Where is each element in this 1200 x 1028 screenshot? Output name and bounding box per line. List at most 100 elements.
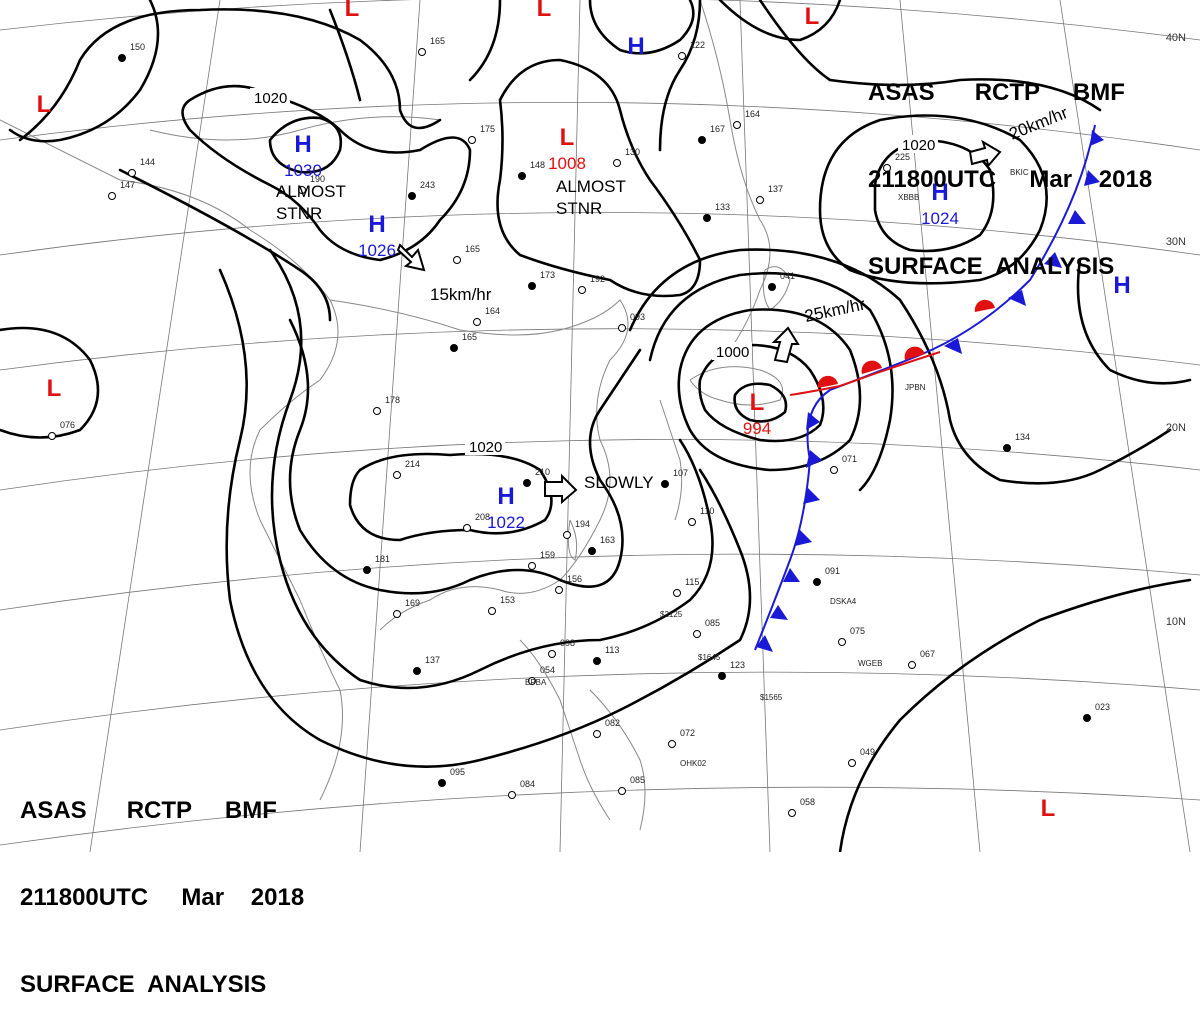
isobar-labels: 1020 1020 1020 1000 [250,88,938,456]
motion-arrow-1026 [396,243,426,272]
header-top-right: ASAS RCTP BMF 211800UTC Mar 2018 SURFACE… [868,20,1152,310]
isobar-1020-center [348,452,553,542]
station-pressure-value: 164 [485,306,500,316]
isobar-label-1: 1020 [254,90,287,107]
high-pressure-symbol: H [497,483,514,510]
station-pressure-value: 167 [710,124,725,134]
lat-label-30n: 30N [1165,236,1186,248]
lat-label-40n: 40N [1165,32,1186,44]
isobar-994-core [733,382,788,423]
station-pressure-value: 243 [420,180,435,190]
station-circle [473,318,481,326]
station-circle [578,286,586,294]
pressure-value: 994 [743,419,771,438]
station-circle [508,791,516,799]
high-pressure-symbol: H [1113,272,1130,299]
station-pressure-value: 164 [745,109,760,119]
station-pressure-value: 169 [405,598,420,608]
isobar-ne-outer [818,114,1048,285]
station-circle [373,407,381,415]
station-circle [593,657,601,665]
high-pressure-symbol: H [627,33,644,60]
station-circle [463,524,471,532]
station-circle [523,479,531,487]
station-pressure-value: 041 [780,271,795,281]
station-circle [488,607,496,615]
station-pressure-value: 144 [140,157,155,167]
station-circle [528,282,536,290]
station-pressure-value: 122 [690,40,705,50]
station-pressure-value: 115 [685,577,699,587]
isobar-ne-outer-2 [758,0,1102,112]
station-circle [678,52,686,60]
station-pressure-value: 153 [500,595,515,605]
station-circle [718,672,726,680]
station-circle [593,730,601,738]
station-circle [418,48,426,56]
station-pressure-value: 085 [630,775,645,785]
station-id: $1645 [698,653,721,662]
isobar-top-center [468,0,702,152]
station-pressure-value: 178 [385,395,400,405]
motion-arrow-1024 [968,139,1002,169]
station-circle [298,186,306,194]
station-pressure-value: 134 [1015,432,1030,442]
station-circle [688,518,696,526]
station-circle [813,578,821,586]
label-15kmhr: 15km/hr [430,285,492,304]
station-pressure-value: 190 [310,174,325,184]
station-circle [618,787,626,795]
isobar-east [1076,258,1192,385]
isobar-se [838,578,1192,852]
station-circle [588,547,596,555]
station-id: XBBB [898,193,919,202]
station-circle [450,344,458,352]
station-pressure-value: 023 [1095,702,1110,712]
header-line-3: SURFACE ANALYSIS [868,253,1115,280]
station-circle [528,562,536,570]
station-id: WGEB [858,659,882,668]
low-pressure-symbol: L [537,0,552,22]
low-pressure-symbol: L [805,3,820,30]
pressure-centers: H 1030 H 1026 L 1008 H 1024 H 1022 L 994 H L L L L L L H [37,0,1131,822]
station-circle [393,471,401,479]
station-pressure-value: 175 [480,124,495,134]
high-pressure-symbol: H [368,211,385,238]
station-circle [438,779,446,787]
station-circle [128,169,136,177]
pressure-value: 1030 [284,161,322,180]
isobar-center-outer [288,318,642,595]
station-pressure-value: 194 [575,519,590,529]
isobar-low-ring-2 [677,308,862,472]
station-pressure-value: 210 [535,467,550,477]
station-circle [788,809,796,817]
label-almost-stnr-1: ALMOST STNR [276,182,346,223]
isobar-1020-nw [181,84,472,262]
station-id: BKIC [1010,168,1029,177]
label-slowly: SLOWLY [584,473,654,492]
station-plots: 150 165 175 243 190 165 173 192 164 165 178 214 210 2… [48,36,1110,817]
station-id: JPBN [905,383,926,392]
station-id: $2125 [660,610,683,619]
high-pressure-symbol: H [931,179,948,206]
station-pressure-value: 165 [430,36,445,46]
isobar-outer-nw [18,8,442,142]
low-pressure-symbol: L [560,124,575,151]
isobars [0,0,1192,852]
station-pressure-value: 107 [673,468,688,478]
isobar-label-4: 1000 [716,344,749,361]
isobar-1008-region [496,58,702,298]
station-pressure-value: 163 [600,535,615,545]
station-pressure-value: 093 [630,312,645,322]
station-circle [693,630,701,638]
station-id: $1565 [760,693,783,702]
high-pressure-symbol: H [294,131,311,158]
coastlines [0,0,791,831]
low-pressure-symbol: L [750,389,765,416]
low-pressure-symbol: L [47,375,62,402]
isobar-west-big [118,8,362,322]
station-circle [673,589,681,597]
label-almost-stnr-2: ALMOST STNR [556,177,626,218]
station-pressure-value: 173 [540,270,555,280]
station-circle [528,677,536,685]
